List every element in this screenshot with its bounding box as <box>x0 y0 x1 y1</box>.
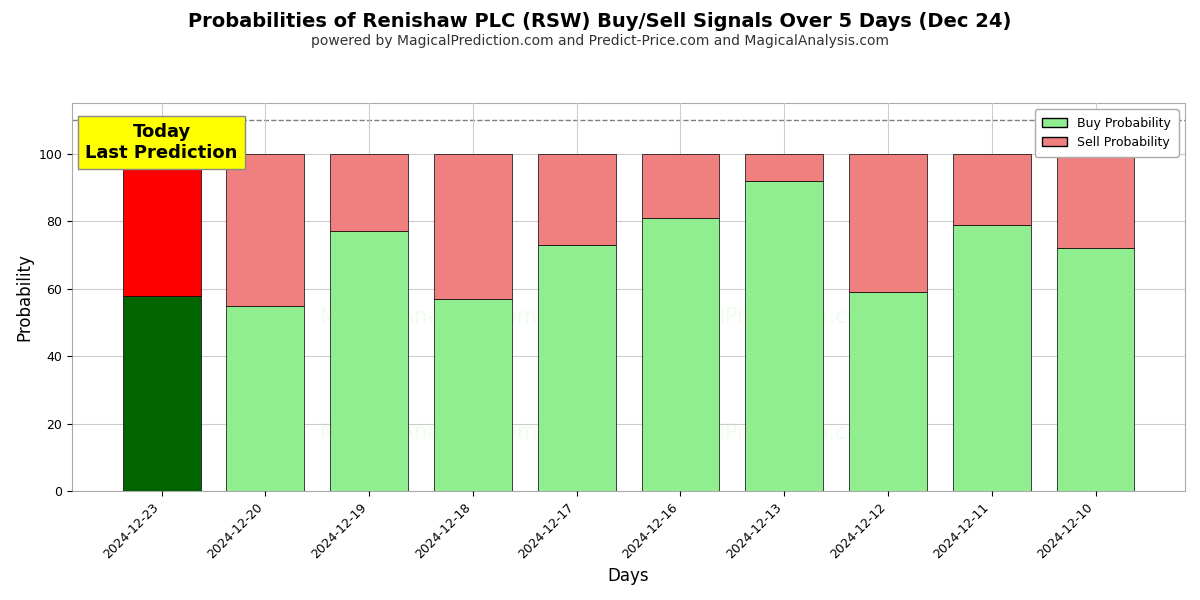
Bar <box>434 299 512 491</box>
Bar <box>227 305 305 491</box>
Bar <box>227 154 305 305</box>
Bar <box>1056 154 1134 248</box>
Legend: Buy Probability, Sell Probability: Buy Probability, Sell Probability <box>1034 109 1178 157</box>
Bar <box>953 224 1031 491</box>
Text: MagicalAnalysis.com: MagicalAnalysis.com <box>319 423 536 443</box>
Text: Probabilities of Renishaw PLC (RSW) Buy/Sell Signals Over 5 Days (Dec 24): Probabilities of Renishaw PLC (RSW) Buy/… <box>188 12 1012 31</box>
Bar <box>1056 248 1134 491</box>
Bar <box>122 154 200 296</box>
Bar <box>745 154 823 181</box>
Bar <box>850 292 926 491</box>
Bar <box>642 154 719 218</box>
Bar <box>122 296 200 491</box>
Text: MagicalAnalysis.com: MagicalAnalysis.com <box>319 307 536 326</box>
Bar <box>538 245 616 491</box>
Bar <box>642 218 719 491</box>
Text: Today
Last Prediction: Today Last Prediction <box>85 123 238 162</box>
Text: powered by MagicalPrediction.com and Predict-Price.com and MagicalAnalysis.com: powered by MagicalPrediction.com and Pre… <box>311 34 889 48</box>
Bar <box>330 154 408 232</box>
Y-axis label: Probability: Probability <box>16 253 34 341</box>
Bar <box>538 154 616 245</box>
Bar <box>434 154 512 299</box>
Text: MagicalPrediction.com: MagicalPrediction.com <box>644 307 880 326</box>
Bar <box>953 154 1031 224</box>
X-axis label: Days: Days <box>607 567 649 585</box>
Text: MagicalPrediction.com: MagicalPrediction.com <box>644 423 880 443</box>
Bar <box>330 232 408 491</box>
Bar <box>745 181 823 491</box>
Bar <box>850 154 926 292</box>
